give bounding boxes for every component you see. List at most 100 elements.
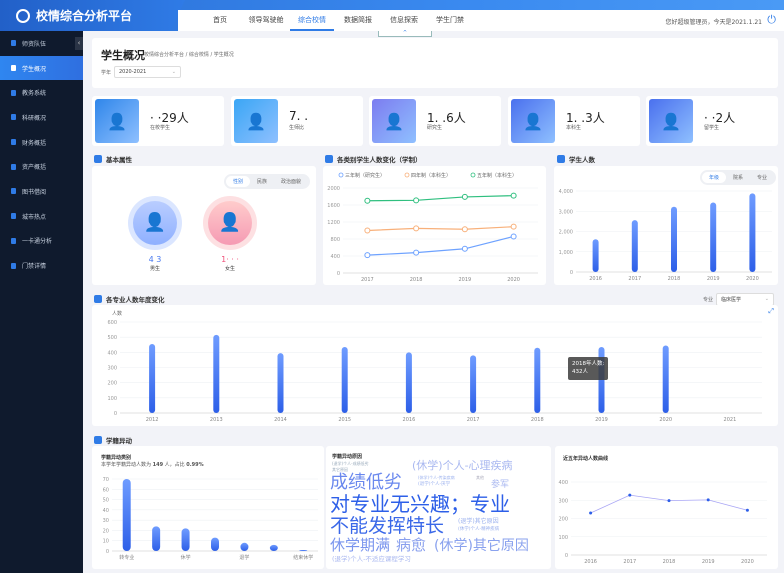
stat-label: 研究生 xyxy=(427,125,443,131)
x-tick-label: 2019 xyxy=(702,559,715,565)
data-point xyxy=(745,508,749,512)
sidebar-item-label: 财务概括 xyxy=(22,139,47,147)
stat-label: 在校学生 xyxy=(150,125,171,131)
x-tick-label: 2021 xyxy=(724,417,737,423)
panel-icon xyxy=(94,295,102,303)
y-tick-label: 20 xyxy=(103,528,109,534)
y-tick-label: 2000 xyxy=(327,186,340,192)
bar xyxy=(211,537,219,551)
word: 参军 xyxy=(491,480,510,490)
data-point xyxy=(667,499,671,503)
sidebar-item-label: 教务系统 xyxy=(22,90,47,98)
x-tick-label: 2018 xyxy=(663,559,676,565)
stat-label: 留学生 xyxy=(704,125,720,131)
stat-card: 👤 · ·2人 留学生 xyxy=(646,96,778,146)
y-tick-label: 4,000 xyxy=(559,189,573,195)
trend-panel: 近五年异动人数曲线 0 100 200 300 400 2016 2017 2018 2019 2… xyxy=(555,446,778,569)
basic-tabs: 性别 民族 政治面貌 xyxy=(224,174,311,189)
y-tick-label: 200 xyxy=(558,517,568,523)
app-logo[interactable]: 校情综合分析平台 xyxy=(0,0,185,31)
tab-ethnicity[interactable]: 民族 xyxy=(257,179,268,185)
bar xyxy=(671,206,677,272)
bar xyxy=(341,347,348,413)
y-tick-label: 0 xyxy=(106,549,109,555)
data-point xyxy=(510,223,517,230)
x-tick-label: 2020 xyxy=(507,277,520,283)
y-tick-label: 0 xyxy=(570,270,573,276)
menu-icon xyxy=(11,114,16,121)
sidebar-item[interactable]: 图书借阅 xyxy=(0,179,83,204)
year-select[interactable]: 2020-2021 ⌄ xyxy=(114,66,181,78)
nav-report[interactable]: 数据简报 xyxy=(344,16,372,24)
nav-access[interactable]: 学生门禁 xyxy=(436,16,464,24)
sidebar-item-label: 一卡通分析 xyxy=(22,238,53,246)
bar xyxy=(534,347,541,413)
bar xyxy=(149,343,156,413)
panel-icon xyxy=(94,155,102,163)
series-line xyxy=(590,494,748,514)
x-tick-label: 2017 xyxy=(623,559,636,565)
word: (退学)个人-不适应课程学习 xyxy=(332,555,411,563)
student-count-title: 学生人数 xyxy=(557,154,595,164)
y-tick-label: 0 xyxy=(114,411,117,417)
nav-overview[interactable]: 综合校情 xyxy=(290,10,334,31)
word: (休学)其它原因 xyxy=(434,538,529,554)
collapse-header-button[interactable]: ^ xyxy=(378,31,432,37)
status-summary: 本学年学籍异动人数为 149 人，占比 0.99% xyxy=(101,462,204,468)
data-point xyxy=(628,493,632,497)
sidebar-item[interactable]: 资产概括 xyxy=(0,154,83,179)
x-tick-label: 2013 xyxy=(210,417,223,423)
data-point xyxy=(413,197,420,204)
tab-grade[interactable]: 年级 xyxy=(702,172,727,183)
student-count-panel: 年级 院系 专业 0 1,000 2,000 3,000 4,000 2016 2017 2018… xyxy=(554,166,778,285)
sidebar-item[interactable]: 学生概况 xyxy=(0,55,83,81)
nav-cockpit[interactable]: 领导驾驶舱 xyxy=(248,16,284,24)
wordcloud-panel: 学籍异动原因 (退学)个人-成绩低劣 其它原因 (休学)个人-心理疾病 成绩低劣… xyxy=(326,446,551,569)
nav-home[interactable]: 首页 xyxy=(213,16,227,24)
sidebar-item[interactable]: 城市热点 xyxy=(0,204,83,229)
x-tick-label: 2017 xyxy=(628,276,641,282)
x-tick-label: 2012 xyxy=(146,417,159,423)
stat-icon: 👤 xyxy=(234,99,278,143)
fullscreen-icon[interactable]: ⤢ xyxy=(768,307,774,315)
y-tick-label: 400 xyxy=(107,350,117,356)
menu-icon xyxy=(11,163,16,170)
sidebar-item[interactable]: 科研概况 xyxy=(0,105,83,130)
type-line-panel: 0 400 800 1200 1600 2000 2017 2018 2019 2020 三年制（研… xyxy=(323,166,546,285)
female-avatar: 👤 xyxy=(203,196,257,250)
y-tick-label: 200 xyxy=(107,381,117,387)
y-tick-label: 70 xyxy=(103,477,109,483)
stat-icon: 👤 xyxy=(95,99,139,143)
sidebar-item-label: 城市热点 xyxy=(22,213,47,221)
power-icon[interactable]: ⏻ xyxy=(767,13,776,26)
data-point xyxy=(413,225,420,232)
sidebar-item-label: 科研概况 xyxy=(22,114,47,122)
x-tick-label: 2019 xyxy=(459,277,472,283)
stat-value: · ·29人 xyxy=(150,111,189,125)
stat-value: 1. .3人 xyxy=(566,111,605,125)
sidebar-item[interactable]: 财务概括 xyxy=(0,130,83,155)
breadcrumb[interactable]: 校情综合分析平台 / 综合校情 / 学生概况 xyxy=(144,52,234,58)
stat-icon: 👤 xyxy=(372,99,416,143)
x-tick-label: 2020 xyxy=(741,559,754,565)
tooltip: 2018年人数: 432人 xyxy=(568,357,609,380)
tab-dept[interactable]: 院系 xyxy=(733,175,744,181)
x-tick-label: 2018 xyxy=(531,417,544,423)
tab-political[interactable]: 政治面貌 xyxy=(281,179,302,185)
word: 休学期满 xyxy=(330,536,391,554)
sidebar-item[interactable]: 一卡通分析 xyxy=(0,229,83,254)
sidebar-item[interactable]: 教务系统 xyxy=(0,80,83,105)
data-point xyxy=(364,197,371,204)
y-tick-label: 500 xyxy=(107,335,117,341)
sidebar-item[interactable]: 门禁详情 xyxy=(0,253,83,278)
basic-panel: 性别 民族 政治面貌 👤 4 3 男生 👤 1· · · 女生 xyxy=(92,166,316,285)
sidebar-collapse-button[interactable]: ‹ xyxy=(75,37,83,50)
x-tick-label: 2015 xyxy=(338,417,351,423)
tab-gender[interactable]: 性别 xyxy=(226,176,251,187)
logo-icon xyxy=(16,8,30,23)
nav-explore[interactable]: 信息探索 xyxy=(390,16,418,24)
sidebar-item[interactable]: 师资队伍 xyxy=(0,31,83,56)
tab-major[interactable]: 专业 xyxy=(757,175,768,181)
basic-title: 基本属性 xyxy=(94,154,132,164)
wordcloud-title: 学籍异动原因 xyxy=(332,454,363,460)
